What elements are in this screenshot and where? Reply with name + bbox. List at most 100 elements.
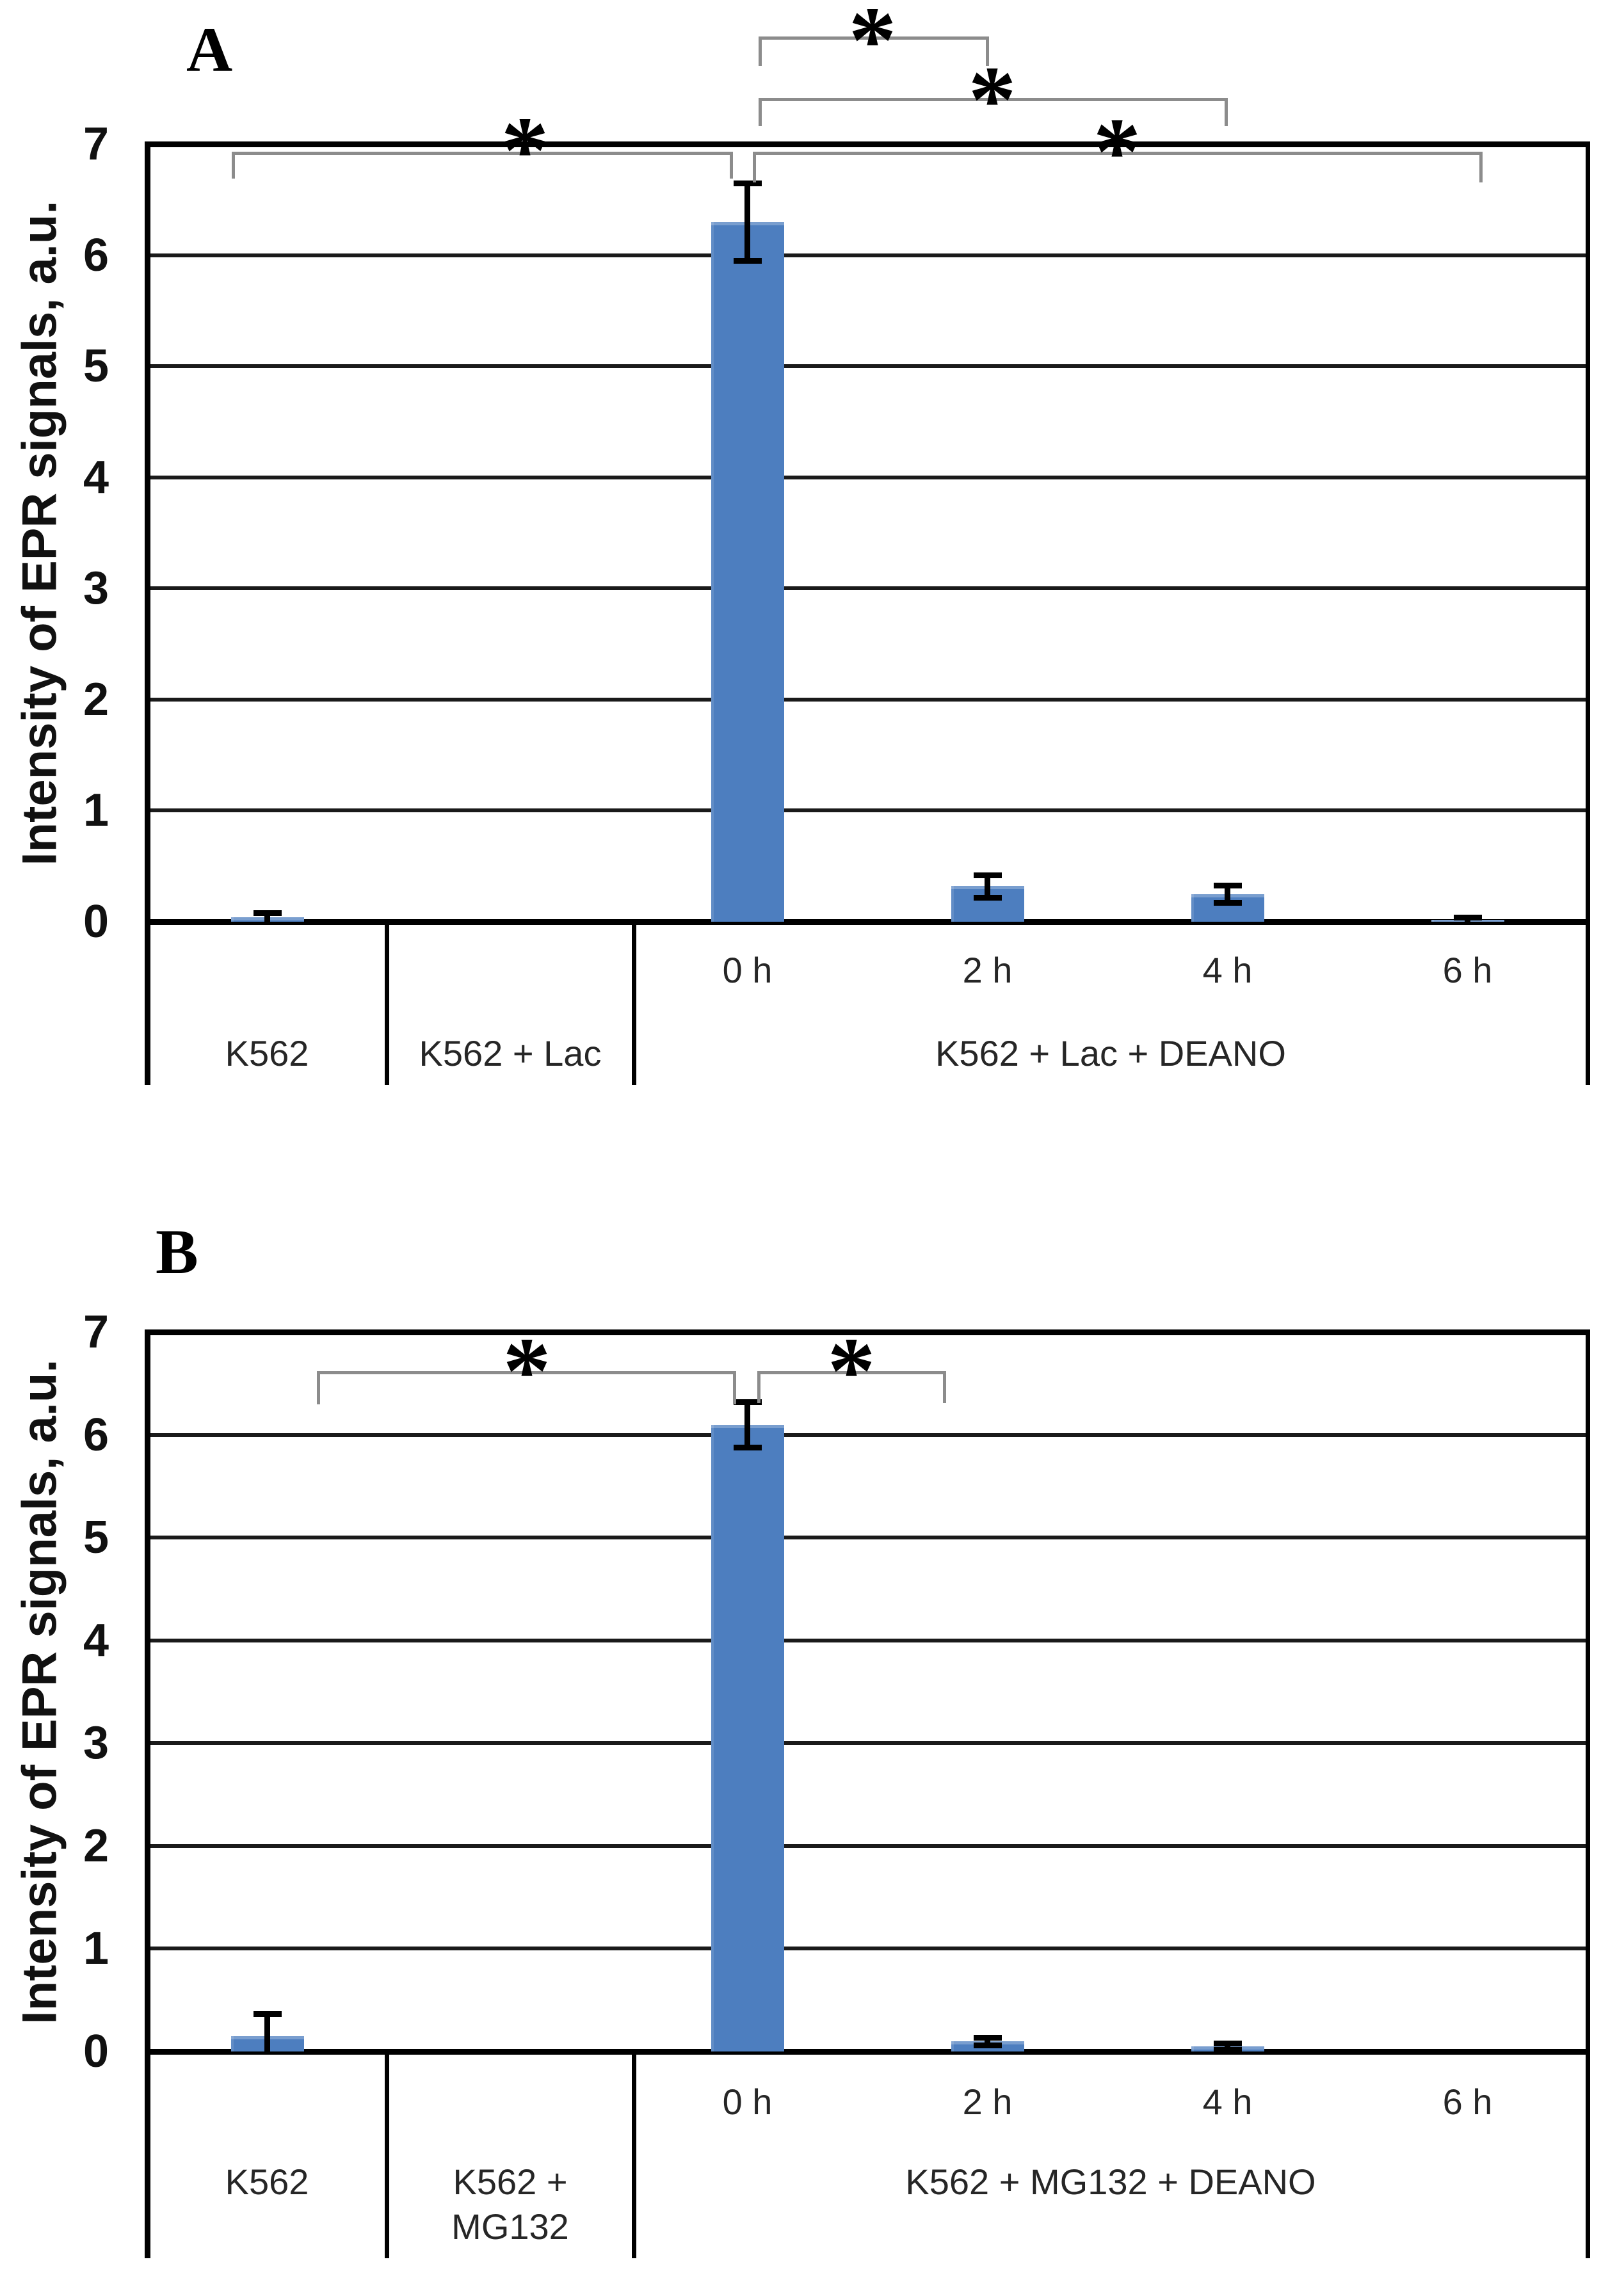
group-label: K562 + Lac [419, 1033, 602, 1073]
error-bar-cap-top [253, 2011, 282, 2017]
y-tick-label: 6 [83, 1409, 109, 1461]
significance-bracket-end [1225, 98, 1228, 126]
group-label: K562 [225, 1033, 309, 1073]
significance-bracket [232, 152, 733, 155]
error-bar-cap-top [733, 1399, 762, 1406]
plot-right-border [1586, 141, 1590, 1085]
y-tick-label: 1 [83, 1923, 109, 1975]
bar [711, 1424, 784, 2051]
y-tick-label: 0 [83, 2026, 109, 2077]
significance-bracket [317, 1371, 736, 1374]
error-bar-cap-bottom [1213, 2046, 1242, 2053]
significance-asterisk: * [501, 97, 549, 204]
significance-bracket-end [759, 36, 762, 66]
significance-asterisk: * [827, 1318, 876, 1424]
plot-top-border [145, 141, 1590, 147]
y-tick-label: 2 [83, 1820, 109, 1872]
gridline [147, 1843, 1588, 1848]
time-label: 6 h [1442, 2082, 1493, 2122]
error-bar-cap-top [973, 2034, 1002, 2041]
significance-asterisk: * [1093, 99, 1141, 205]
y-tick-label: 1 [83, 785, 109, 837]
error-bar-cap-bottom [1213, 900, 1242, 906]
gridline [147, 808, 1588, 813]
significance-asterisk: * [503, 1318, 551, 1424]
significance-bracket-end [317, 1371, 320, 1404]
x-axis-line [145, 919, 1590, 925]
error-bar-cap-top [1213, 2041, 1242, 2047]
significance-asterisk: * [848, 0, 897, 93]
significance-bracket-end [733, 1371, 736, 1404]
plot-top-border [145, 1329, 1590, 1335]
error-bar-cap-top [1213, 882, 1242, 888]
error-bar [985, 2037, 990, 2046]
group-label: K562 [225, 2162, 309, 2202]
time-label: 2 h [962, 2082, 1013, 2122]
error-bar [985, 875, 990, 897]
significance-bracket [759, 36, 989, 40]
y-tick-label: 4 [83, 1614, 109, 1666]
significance-bracket-end [730, 152, 733, 179]
y-tick-label: 6 [83, 229, 109, 281]
y-axis-line [145, 1329, 150, 2258]
category-separator [385, 2051, 389, 2258]
category-separator [632, 2051, 636, 2258]
y-tick-label: 5 [83, 1512, 109, 1564]
y-tick-label: 3 [83, 563, 109, 614]
x-axis-line [145, 2049, 1590, 2055]
plot-right-border [1586, 1329, 1590, 2258]
significance-asterisk: * [968, 47, 1017, 153]
gridline [147, 1638, 1588, 1642]
error-bar-cap-top [973, 872, 1002, 879]
significance-bracket-end [753, 152, 756, 182]
error-bar-cap-bottom [973, 2043, 1002, 2049]
error-bar-cap-bottom [733, 1444, 762, 1450]
significance-bracket-end [1479, 152, 1483, 182]
error-bar-cap-top [733, 180, 762, 186]
y-axis-line [145, 141, 150, 1085]
time-label: 0 h [722, 2082, 773, 2122]
time-label: 6 h [1442, 950, 1493, 990]
y-tick-label: 5 [83, 341, 109, 392]
category-separator [385, 922, 389, 1085]
significance-bracket [753, 152, 1483, 155]
time-label: 0 h [722, 950, 773, 990]
group-label: K562 + MG132 [451, 2162, 569, 2247]
y-tick-label: 4 [83, 451, 109, 503]
gridline [147, 1947, 1588, 1951]
y-tick-label: 7 [83, 1306, 109, 1358]
significance-bracket-end [986, 36, 989, 66]
error-bar-cap-bottom [733, 258, 762, 264]
y-tick-label: 0 [83, 896, 109, 947]
y-axis-title-b: Intensity of EPR signals, a.u. [12, 1359, 67, 2025]
error-bar [1225, 885, 1230, 903]
gridline [147, 697, 1588, 702]
gridline [147, 475, 1588, 479]
error-bar-cap-bottom [973, 894, 1002, 901]
error-bar [744, 1402, 750, 1447]
panel-label-b: B [156, 1216, 198, 1287]
category-separator [632, 922, 636, 1085]
gridline [147, 253, 1588, 257]
y-tick-label: 7 [83, 118, 109, 170]
error-bar [744, 182, 750, 261]
time-label: 4 h [1202, 2082, 1253, 2122]
group-label: K562 + Lac + DEANO [935, 1033, 1286, 1073]
y-tick-label: 3 [83, 1717, 109, 1769]
gridline [147, 1741, 1588, 1746]
gridline [147, 1433, 1588, 1437]
y-tick-label: 2 [83, 673, 109, 725]
error-bar [264, 913, 270, 922]
y-axis-title-a: Intensity of EPR signals, a.u. [12, 200, 67, 866]
significance-bracket [757, 1371, 946, 1374]
group-label: K562 + MG132 + DEANO [905, 2162, 1316, 2202]
time-label: 2 h [962, 950, 1013, 990]
gridline [147, 364, 1588, 369]
error-bar-cap-top [253, 910, 282, 917]
error-bar [264, 2013, 270, 2051]
significance-bracket-end [943, 1371, 946, 1403]
gridline [147, 1536, 1588, 1540]
significance-bracket-end [232, 152, 235, 179]
bar [711, 221, 784, 922]
